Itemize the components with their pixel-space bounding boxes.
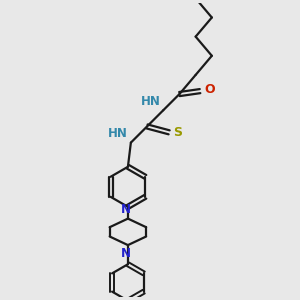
Text: O: O	[204, 83, 214, 96]
Text: S: S	[173, 126, 182, 139]
Text: HN: HN	[140, 95, 160, 108]
Text: N: N	[121, 203, 130, 216]
Text: N: N	[121, 248, 130, 260]
Text: HN: HN	[108, 127, 128, 140]
